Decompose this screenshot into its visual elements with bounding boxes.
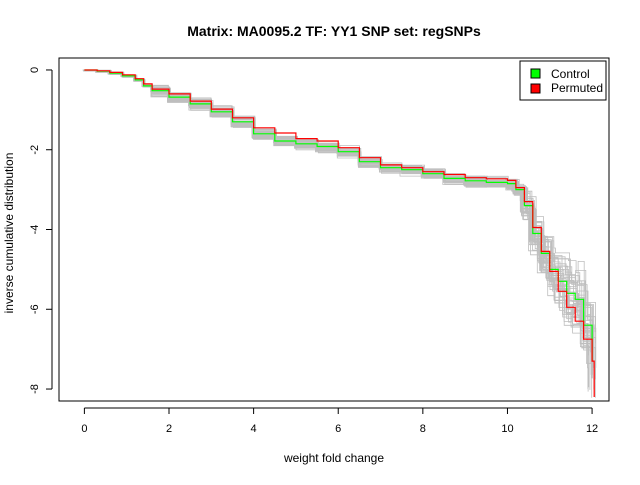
y-tick-label: 0 [29,67,41,73]
permutation-curve [84,69,592,364]
y-tick-label: -6 [29,304,41,314]
x-tick-label: 0 [81,423,87,435]
chart-title: Matrix: MA0095.2 TF: YY1 SNP set: regSNP… [187,23,481,39]
legend-label-control: Control [551,67,590,81]
x-tick-label: 10 [501,423,513,435]
legend-swatch-permuted [530,83,541,94]
x-tick-label: 4 [251,423,257,435]
y-tick-label: -2 [29,145,41,155]
x-tick-label: 8 [420,423,426,435]
plot-frame [58,57,610,402]
y-axis: 0 -2 -4 -6 -8 [29,67,53,394]
x-axis: 0 2 4 6 8 10 12 [81,407,598,435]
y-tick-label: -8 [29,384,41,394]
legend-swatch-control [530,68,541,79]
y-tick-label: -4 [29,225,41,235]
legend: Control Permuted [519,60,607,101]
x-tick-label: 12 [586,423,598,435]
legend-label-permuted: Permuted [551,81,603,95]
x-tick-label: 2 [166,423,172,435]
x-axis-label: weight fold change [283,451,384,465]
y-axis-label: inverse cumulative distribution [2,153,16,314]
series-line-permuted [84,69,595,397]
x-tick-label: 6 [335,423,341,435]
series-layer [84,69,595,397]
